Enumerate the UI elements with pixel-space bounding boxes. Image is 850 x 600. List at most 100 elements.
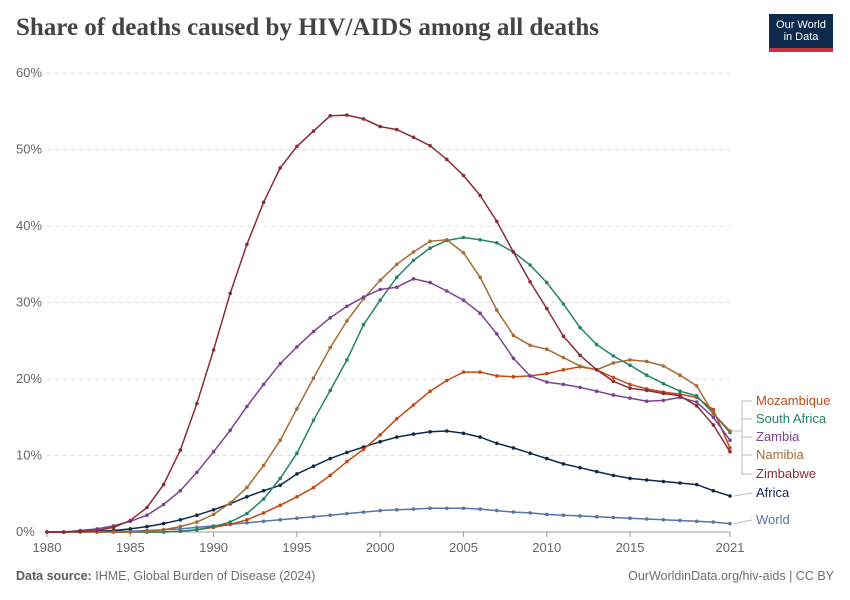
data-point [195, 470, 199, 475]
data-point [711, 520, 716, 524]
x-tick-label: 1995 [282, 540, 311, 555]
data-point [411, 277, 416, 281]
series-line-world [47, 507, 731, 533]
data-point [478, 193, 482, 198]
series-label-africa: Africa [756, 485, 790, 500]
data-point [261, 200, 266, 205]
x-tick-label: 1980 [33, 540, 62, 555]
data-point [495, 508, 499, 513]
data-point [578, 465, 582, 470]
data-point [445, 157, 449, 162]
data-point [311, 329, 316, 334]
data-point [128, 518, 133, 523]
data-point [161, 482, 166, 487]
data-point [594, 389, 599, 394]
data-point [728, 429, 732, 433]
x-tick-label: 2015 [616, 540, 645, 555]
data-point [628, 396, 632, 400]
logo-line-2: in Data [783, 31, 819, 43]
data-point [428, 280, 432, 285]
data-point [178, 529, 183, 533]
data-point [594, 469, 599, 474]
line-chart: 0% 10% 20% 30% 40% 50% 60% 1980 1985 1990 1995 200… [16, 65, 830, 555]
data-point [328, 456, 333, 461]
data-point [611, 393, 616, 397]
data-point [661, 398, 666, 403]
data-point [511, 356, 516, 361]
data-point [278, 438, 283, 443]
data-point [411, 403, 416, 407]
data-point [628, 386, 632, 391]
data-point [644, 388, 649, 393]
data-point [461, 235, 466, 240]
data-point [445, 506, 449, 511]
data-point [478, 238, 482, 242]
data-point [628, 358, 632, 362]
logo-line-1: Our World [776, 19, 826, 31]
source-label: Data source: [16, 569, 92, 583]
data-point [611, 473, 616, 478]
data-point [378, 124, 383, 129]
data-point [345, 304, 349, 309]
data-point [628, 363, 632, 368]
data-point [678, 518, 682, 523]
data-point [328, 114, 333, 118]
data-point [461, 506, 466, 511]
data-point [161, 521, 166, 526]
data-point [378, 433, 383, 437]
data-point [145, 505, 149, 510]
data-point [561, 382, 566, 387]
data-point [361, 510, 366, 514]
data-point [145, 529, 149, 533]
data-point [211, 512, 216, 517]
data-point [178, 488, 183, 493]
data-point [728, 446, 732, 450]
data-point [245, 521, 249, 525]
data-point [528, 511, 532, 515]
data-point [378, 298, 383, 303]
data-point [378, 278, 383, 283]
data-point [395, 435, 399, 439]
data-point [728, 449, 732, 454]
data-point [495, 308, 499, 312]
x-tick-label: 2021 [716, 540, 745, 555]
data-point [495, 332, 499, 336]
data-point [644, 399, 649, 404]
data-point [328, 388, 333, 393]
data-point [361, 322, 366, 327]
data-point [461, 431, 466, 436]
data-point [295, 407, 299, 411]
data-point [295, 345, 299, 349]
data-point [711, 488, 716, 493]
data-point [694, 394, 699, 398]
data-point [328, 513, 333, 517]
data-point [411, 135, 416, 140]
data-point [395, 285, 399, 290]
data-point [195, 527, 199, 532]
data-point [145, 513, 149, 517]
y-tick-label: 0% [16, 524, 35, 539]
footer-url[interactable]: OurWorldinData.org/hiv-aids | CC BY [628, 569, 834, 583]
source-text[interactable]: IHME, Global Burden of Disease (2024) [95, 569, 316, 583]
data-point [561, 368, 566, 372]
data-point [528, 280, 532, 284]
data-point [245, 485, 249, 490]
data-point [111, 525, 116, 530]
data-point [361, 295, 366, 299]
data-point [345, 319, 349, 323]
data-point [594, 368, 599, 372]
data-point [644, 359, 649, 364]
owid-logo[interactable]: Our World in Data [769, 14, 833, 52]
series-label-mozambique: Mozambique [756, 393, 830, 408]
data-point [528, 451, 532, 456]
data-point [245, 511, 249, 516]
data-point [345, 511, 349, 516]
data-point [178, 524, 183, 529]
data-point [428, 389, 432, 394]
data-point [295, 495, 299, 499]
series-line-zimbabwe [47, 114, 731, 533]
data-point [445, 378, 449, 383]
data-point [228, 291, 232, 296]
data-point [478, 275, 482, 280]
label-connector [733, 492, 753, 497]
